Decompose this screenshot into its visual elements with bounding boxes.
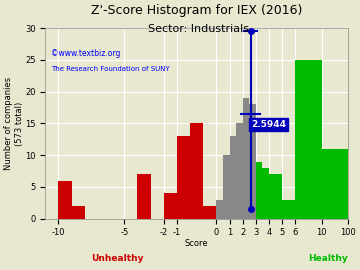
Bar xyxy=(295,60,321,219)
Title: Z'-Score Histogram for IEX (2016): Z'-Score Histogram for IEX (2016) xyxy=(91,4,302,17)
Bar xyxy=(223,155,230,219)
X-axis label: Score: Score xyxy=(185,239,208,248)
Bar xyxy=(72,206,85,219)
Bar xyxy=(138,174,150,219)
Text: ©www.textbiz.org: ©www.textbiz.org xyxy=(51,49,121,58)
Bar xyxy=(164,193,177,219)
Bar xyxy=(276,174,282,219)
Bar xyxy=(262,168,269,219)
Bar xyxy=(216,200,223,219)
Bar xyxy=(190,123,203,219)
Text: Healthy: Healthy xyxy=(309,254,348,263)
Bar xyxy=(321,149,348,219)
Bar xyxy=(203,206,216,219)
Bar xyxy=(230,136,236,219)
Text: The Research Foundation of SUNY: The Research Foundation of SUNY xyxy=(51,66,170,72)
Y-axis label: Number of companies
(573 total): Number of companies (573 total) xyxy=(4,77,23,170)
Bar xyxy=(177,136,190,219)
Text: Sector: Industrials: Sector: Industrials xyxy=(148,24,248,34)
Bar xyxy=(236,123,243,219)
Bar xyxy=(249,104,256,219)
Bar xyxy=(269,174,276,219)
Bar xyxy=(58,181,72,219)
Bar xyxy=(256,161,262,219)
Bar xyxy=(282,200,295,219)
Bar xyxy=(243,98,249,219)
Text: 2.5944: 2.5944 xyxy=(251,120,286,129)
Text: Unhealthy: Unhealthy xyxy=(91,254,144,263)
